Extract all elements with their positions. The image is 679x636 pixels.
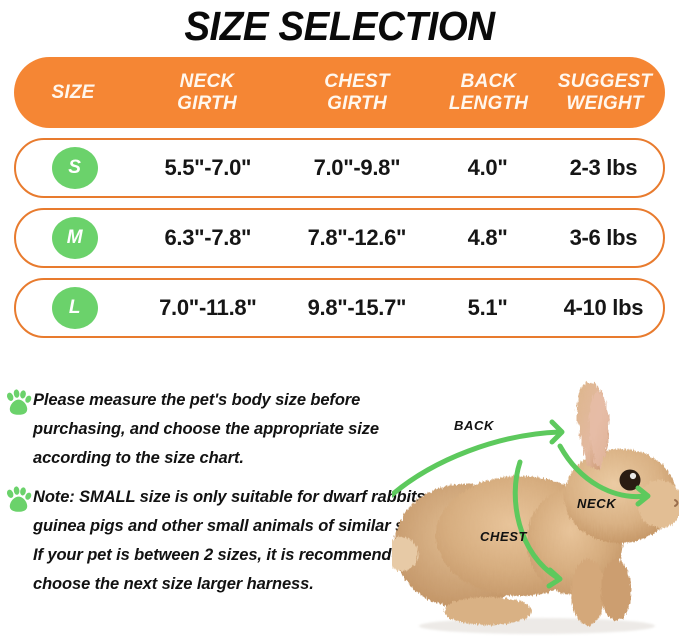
cell-suggest-weight: 2-3 lbs (569, 155, 638, 180)
table-header-row: SIZE NECK GIRTH CHEST GIRTH BACK LENGTH … (14, 57, 665, 128)
cell-suggest-weight: 3-6 lbs (569, 225, 638, 250)
size-badge-cell: S (16, 147, 133, 189)
cell-suggest-weight: 4-10 lbs (563, 295, 644, 320)
rabbit-measurement-diagram: BACK NECK CHEST (392, 382, 679, 634)
cell-chest-girth: 9.8"-15.7" (307, 295, 407, 320)
rabbit-tail (392, 537, 418, 571)
column-header-back-line2: LENGTH (448, 92, 529, 114)
rabbit-eye-highlight (629, 472, 637, 480)
column-header-chest-girth: CHEST GIRTH (282, 71, 432, 115)
table-row: L 7.0"-11.8" 9.8"-15.7" 5.1" 4-10 lbs (14, 278, 665, 338)
notes-section: Please measure the pet's body size befor… (0, 386, 679, 609)
cell-neck-girth: 6.3"-7.8" (164, 225, 252, 250)
size-badge: L (51, 287, 98, 329)
page-title: SIZE SELECTION (184, 2, 495, 49)
rabbit-front-leg (571, 559, 605, 625)
column-header-neck-line1: NECK (179, 70, 235, 92)
neck-measurement-arrow (557, 443, 651, 507)
column-header-chest-line2: GIRTH (327, 92, 387, 114)
size-badge: M (51, 217, 98, 259)
ground-shadow (419, 618, 655, 634)
size-badge-cell: L (16, 287, 133, 329)
note-item: Note: SMALL size is only suitable for dw… (0, 483, 679, 599)
rabbit-ear-inner (588, 392, 609, 468)
column-header-weight-line1: SUGGEST (557, 70, 653, 92)
rabbit-hind-foot (444, 597, 532, 625)
column-header-back-line1: BACK (460, 70, 517, 92)
column-header-weight-line2: WEIGHT (566, 92, 644, 114)
neck-label: NECK (577, 496, 617, 511)
rabbit-nose (674, 499, 679, 507)
column-header-neck-line2: GIRTH (177, 92, 237, 114)
cell-chest-girth: 7.0"-9.8" (313, 155, 401, 180)
note-text: Please measure the pet's body size befor… (33, 391, 379, 467)
cell-back-length: 4.8" (467, 225, 508, 250)
column-header-size: SIZE (14, 82, 132, 104)
rabbit-illustration: BACK NECK CHEST (392, 378, 679, 636)
back-label: BACK (454, 418, 495, 433)
note-item: Please measure the pet's body size befor… (0, 386, 679, 473)
paw-print-icon (6, 486, 32, 512)
back-measurement-arrow (392, 419, 565, 499)
column-header-back-length: BACK LENGTH (432, 71, 545, 115)
note-text: Note: SMALL size is only suitable for dw… (33, 488, 431, 593)
chest-measurement-arrow (512, 459, 563, 589)
size-badge-cell: M (16, 217, 133, 259)
table-row: S 5.5"-7.0" 7.0"-9.8" 4.0" 2-3 lbs (14, 138, 665, 198)
size-badge: S (51, 147, 98, 189)
cell-chest-girth: 7.8"-12.6" (307, 225, 407, 250)
column-header-suggest-weight: SUGGEST WEIGHT (545, 71, 665, 115)
cell-back-length: 5.1" (467, 295, 508, 320)
table-row: M 6.3"-7.8" 7.8"-12.6" 4.8" 3-6 lbs (14, 208, 665, 268)
chest-label: CHEST (480, 529, 528, 544)
size-chart-table: SIZE NECK GIRTH CHEST GIRTH BACK LENGTH … (14, 57, 665, 338)
column-header-size-line1: SIZE (51, 81, 95, 103)
paw-print-icon (6, 389, 32, 415)
cell-neck-girth: 7.0"-11.8" (159, 295, 257, 320)
column-header-neck-girth: NECK GIRTH (132, 71, 282, 115)
rabbit-muzzle (638, 480, 679, 528)
cell-neck-girth: 5.5"-7.0" (164, 155, 252, 180)
rabbit-front-leg-far (601, 559, 631, 621)
cell-back-length: 4.0" (467, 155, 508, 180)
column-header-chest-line1: CHEST (324, 70, 390, 92)
